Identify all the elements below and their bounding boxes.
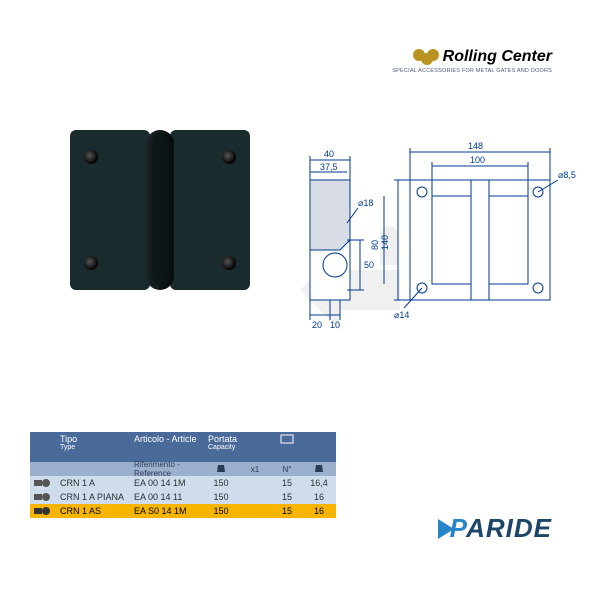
th-capacity-sub: Capacity xyxy=(208,444,234,451)
dim-hole-top: ⌀8,5 xyxy=(558,170,576,180)
brand-logo: Rolling Center SPECIAL ACCESSORIES FOR M… xyxy=(352,48,552,74)
th-capacity: Portata xyxy=(208,434,237,444)
hinge-type-icon xyxy=(30,478,56,489)
cell-type: CRN 1 A xyxy=(56,478,130,488)
table-row: CRN 1 A PIANA EA 00 14 11 150 15 16 xyxy=(30,490,336,504)
cell-wt: 16 xyxy=(302,492,336,502)
th-reference: Riferimento - Reference xyxy=(130,460,204,478)
table-header: Tipo Type Articolo - Article Portata Cap… xyxy=(30,432,336,462)
dim-inner-w: 100 xyxy=(470,155,485,165)
cell-article: EA 00 14 11 xyxy=(130,492,204,502)
cell-cap: 150 xyxy=(204,492,238,502)
dim-side-mid: 37,5 xyxy=(320,162,338,172)
box-icon xyxy=(280,434,294,444)
cell-pcs: 15 xyxy=(272,506,302,516)
dim-bottom-b: 10 xyxy=(330,320,340,330)
cell-cap: 150 xyxy=(204,478,238,488)
th-x1: x1 xyxy=(238,465,272,474)
dim-height-mid: 50 xyxy=(364,260,374,270)
cell-type: CRN 1 AS xyxy=(56,506,130,516)
dim-pin-dia: ⌀18 xyxy=(358,198,373,208)
th-type: Tipo xyxy=(60,434,77,444)
th-n: N° xyxy=(272,465,302,474)
th-type-sub: Type xyxy=(60,444,126,451)
th-article: Articolo - Article xyxy=(130,434,204,444)
brand-tagline: SPECIAL ACCESSORIES FOR METAL GATES AND … xyxy=(352,68,552,74)
hinge-type-icon xyxy=(30,506,56,517)
cell-pcs: 15 xyxy=(272,478,302,488)
cell-wt: 16,4 xyxy=(302,478,336,488)
dim-side-top: 40 xyxy=(324,149,334,159)
cell-article: EA 00 14 1M xyxy=(130,478,204,488)
dim-bottom-a: 20 xyxy=(312,320,322,330)
cell-article: EA S0 14 1M xyxy=(130,506,204,516)
cell-wt: 16 xyxy=(302,506,336,516)
weight-icon xyxy=(314,463,324,473)
cell-cap: 150 xyxy=(204,506,238,516)
cell-type: CRN 1 A PIANA xyxy=(56,492,130,502)
cell-pcs: 15 xyxy=(272,492,302,502)
product-image xyxy=(70,130,270,330)
weight-icon xyxy=(216,463,226,473)
brand-name: Rolling Center xyxy=(443,48,552,66)
hinge-type-icon xyxy=(30,492,56,503)
table-row-highlighted: CRN 1 AS EA S0 14 1M 150 15 16 xyxy=(30,504,336,518)
table-row: CRN 1 A EA 00 14 1M 150 15 16,4 xyxy=(30,476,336,490)
spec-table: Tipo Type Articolo - Article Portata Cap… xyxy=(30,432,336,518)
dim-hole-bottom: ⌀14 xyxy=(394,310,409,320)
brand-icon xyxy=(413,49,437,65)
dim-overall-w: 148 xyxy=(468,141,483,151)
dim-inner-h: 80 xyxy=(370,240,380,250)
dim-overall-h: 140 xyxy=(380,235,390,250)
table-subheader: Riferimento - Reference x1 N° xyxy=(30,462,336,476)
distributor-logo: PARIDE xyxy=(438,513,552,544)
technical-drawing: 40 37,5 ⌀18 50 20 10 xyxy=(300,140,560,340)
